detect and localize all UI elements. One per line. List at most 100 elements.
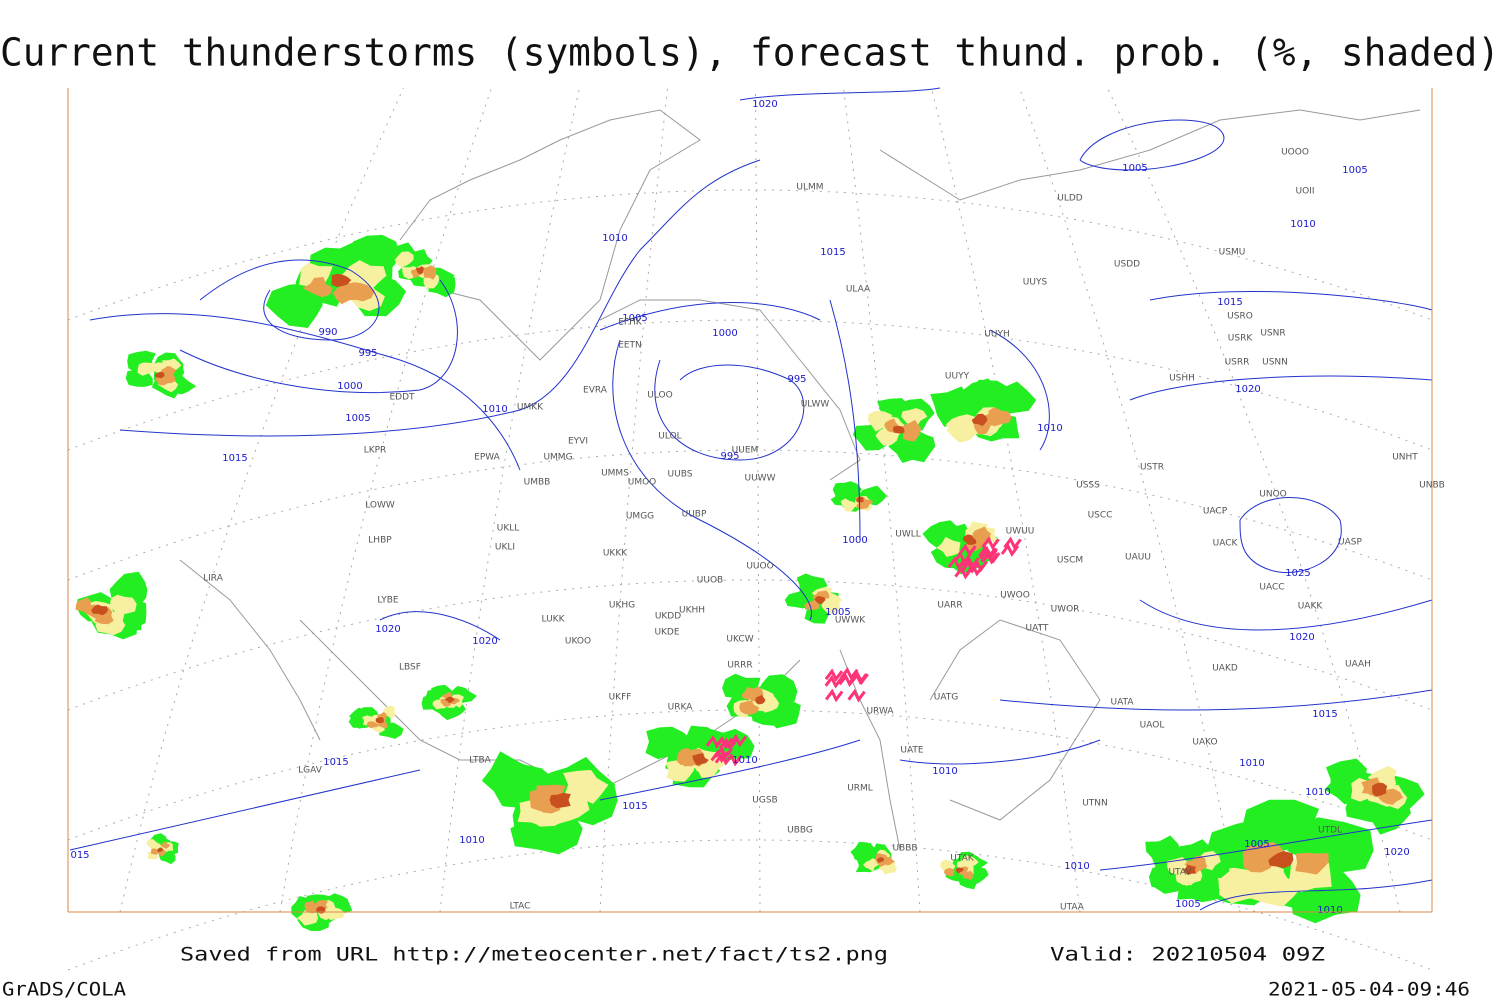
thunderstorm-probability [75, 234, 1425, 931]
station-code: UUYS [1023, 278, 1048, 288]
prob-high [902, 427, 921, 442]
station-code: ULAA [846, 285, 871, 295]
prob-max [814, 595, 826, 604]
prob-max [955, 867, 964, 874]
isobar [989, 329, 1050, 451]
station-code: ULMM [796, 183, 823, 193]
station-code: URML [847, 784, 873, 794]
station-code: USTR [1140, 463, 1164, 473]
isobar-label: 1000 [842, 535, 867, 546]
isobar [1099, 819, 1433, 871]
isobar [1129, 375, 1433, 401]
current-thunderstorms [705, 536, 1022, 767]
station-code: UAUU [1125, 553, 1151, 563]
isobar-label: 1020 [1235, 384, 1260, 395]
storm-symbol [953, 551, 972, 565]
station-code: UOOO [1281, 148, 1309, 158]
storm-symbol [714, 745, 733, 760]
prob-max [91, 604, 108, 616]
isobar-label: 1010 [1239, 758, 1264, 769]
isobar-label: 1010 [1064, 861, 1089, 872]
station-code: UAKO [1192, 738, 1217, 748]
isobar-label: 1020 [1384, 847, 1409, 858]
coastline [839, 649, 901, 851]
station-code: UBBB [892, 844, 917, 854]
parallel [67, 449, 1433, 581]
coastlines [179, 109, 1421, 851]
prob-max [157, 847, 164, 853]
isobar-label: 1010 [459, 835, 484, 846]
isobars [69, 87, 1433, 911]
prob-mid [110, 594, 137, 615]
prob-high [161, 366, 177, 376]
station-code: UACC [1259, 583, 1284, 593]
prob-high [315, 899, 328, 910]
meridian [931, 87, 1081, 913]
isobar-label: 1005 [345, 413, 370, 424]
isobar-label: 1005 [622, 313, 647, 324]
station-code: UKOO [565, 637, 591, 647]
prob-max [1372, 783, 1388, 797]
prob-high [423, 265, 437, 276]
meridian [755, 87, 761, 913]
station-code: UUWW [745, 474, 776, 484]
station-code: UKLL [497, 524, 520, 534]
isobar-label: 015 [70, 850, 89, 861]
station-code: UTNN [1082, 799, 1108, 809]
isobar [1139, 599, 1433, 631]
prob-mid [945, 414, 977, 435]
prob-mid [840, 498, 857, 512]
isobar-label: 990 [318, 327, 337, 338]
station-code: UOII [1296, 187, 1315, 197]
station-code: EETN [618, 341, 642, 351]
station-code: EPWA [474, 453, 501, 463]
station-code: USRK [1228, 334, 1254, 344]
station-code: UWLL [895, 530, 921, 540]
prob-low [888, 431, 928, 463]
prob-high [304, 900, 318, 911]
station-code: UKHG [609, 601, 635, 611]
station-code: UAKD [1212, 664, 1238, 674]
isobar [599, 302, 821, 331]
station-code: UTAA [1060, 903, 1085, 913]
station-code: UKHH [679, 606, 705, 616]
station-code: USCM [1057, 556, 1083, 566]
isobar-label: 1010 [1037, 423, 1062, 434]
storm-symbol [947, 556, 966, 571]
isobar-label: 1010 [1317, 905, 1342, 916]
station-code: USCC [1088, 511, 1113, 521]
station-code: EDDT [389, 393, 415, 403]
isobar-label: 1015 [222, 453, 247, 464]
storm-symbol [838, 673, 857, 688]
meridian [439, 87, 580, 913]
station-code: UKCW [726, 635, 753, 645]
storm-symbol [958, 543, 977, 558]
isobar-label: 1020 [1289, 632, 1314, 643]
station-code: UWWK [835, 616, 866, 626]
prob-low [1287, 817, 1374, 884]
isobar-label: 995 [787, 374, 806, 385]
prob-high [94, 607, 114, 625]
station-code: URRR [727, 661, 752, 671]
station-code: UBBG [787, 826, 813, 836]
station-code: UKFF [609, 693, 632, 703]
prob-max [692, 753, 709, 766]
coastline [399, 109, 701, 361]
station-code: UKDD [655, 612, 681, 622]
prob-max [877, 857, 885, 863]
prob-mid [382, 705, 396, 719]
isobar-label: 995 [358, 348, 377, 359]
prob-low [986, 381, 1037, 415]
station-code: UUBP [682, 510, 707, 520]
station-code: USNR [1260, 329, 1285, 339]
prob-high [1295, 852, 1329, 875]
prob-mid [821, 599, 840, 614]
coastline [179, 559, 321, 741]
prob-max [856, 496, 864, 503]
coastline [879, 109, 1421, 201]
isobar [119, 159, 761, 437]
station-code: UUYH [984, 330, 1009, 340]
isobar-label: 1015 [820, 247, 845, 258]
isobar [1149, 290, 1433, 311]
station-code: UUOO [746, 562, 773, 572]
